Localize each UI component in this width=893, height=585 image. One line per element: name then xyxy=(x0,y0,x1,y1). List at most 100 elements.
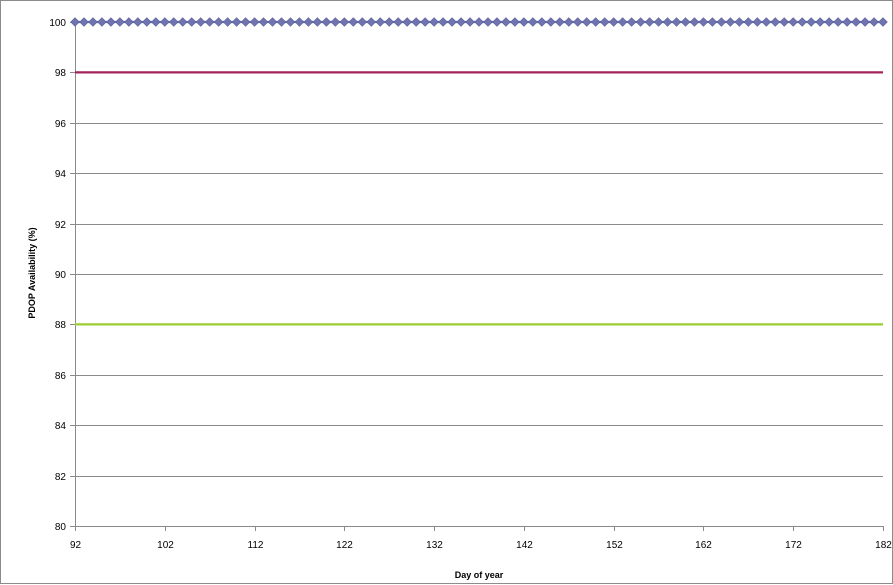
data-point xyxy=(142,17,152,27)
data-point xyxy=(797,17,807,27)
data-point xyxy=(734,17,745,27)
data-point xyxy=(590,17,601,27)
x-tick-label: 132 xyxy=(426,540,443,551)
data-point xyxy=(492,17,502,27)
data-point xyxy=(483,17,493,27)
data-point xyxy=(626,17,637,27)
data-point xyxy=(258,17,269,27)
y-tick-label: 82 xyxy=(55,472,67,483)
data-point xyxy=(779,17,789,27)
data-point xyxy=(267,17,278,27)
data-point xyxy=(617,17,628,27)
data-point xyxy=(465,17,475,27)
data-point xyxy=(195,17,206,27)
data-point xyxy=(375,17,385,27)
data-point xyxy=(70,17,80,27)
data-point xyxy=(635,17,646,27)
x-tick-label: 182 xyxy=(875,540,892,551)
data-point xyxy=(240,17,251,27)
data-point xyxy=(186,17,197,27)
data-point xyxy=(339,17,350,27)
data-point xyxy=(653,17,664,27)
y-tick-label: 90 xyxy=(55,270,67,281)
data-point xyxy=(429,17,439,27)
y-tick-label: 84 xyxy=(55,421,67,432)
data-point xyxy=(169,17,179,27)
data-point xyxy=(456,17,466,27)
data-point xyxy=(474,17,484,27)
data-point xyxy=(555,17,565,27)
data-point xyxy=(115,17,125,27)
series xyxy=(70,17,888,326)
data-point xyxy=(860,17,870,27)
data-point xyxy=(213,17,224,27)
data-point xyxy=(743,17,754,27)
data-point xyxy=(303,17,314,27)
x-tick-label: 112 xyxy=(248,540,264,551)
data-point xyxy=(393,17,403,27)
data-point xyxy=(321,17,332,27)
data-point xyxy=(124,17,134,27)
data-point xyxy=(815,17,825,27)
y-tick-label: 86 xyxy=(55,371,67,382)
data-point xyxy=(447,17,457,27)
data-point xyxy=(662,17,673,27)
data-point xyxy=(231,17,242,27)
x-tick-label: 102 xyxy=(157,540,174,551)
y-axis-title: PDOP Availability (%) xyxy=(27,227,37,318)
series-0 xyxy=(70,17,888,27)
gridlines xyxy=(75,22,883,527)
data-point xyxy=(573,17,583,27)
data-point xyxy=(249,17,260,27)
data-point xyxy=(707,17,718,27)
axes xyxy=(70,22,884,531)
data-point xyxy=(564,17,574,27)
y-tick-label: 94 xyxy=(55,169,67,180)
data-point xyxy=(420,17,430,27)
data-point xyxy=(599,17,610,27)
data-point xyxy=(806,17,816,27)
data-point xyxy=(716,17,727,27)
y-tick-label: 80 xyxy=(55,522,67,533)
data-point xyxy=(644,17,655,27)
data-point xyxy=(869,17,879,27)
data-point xyxy=(357,17,368,27)
y-tick-label: 98 xyxy=(55,68,67,79)
data-point xyxy=(348,17,359,27)
data-point xyxy=(88,17,98,27)
data-point xyxy=(276,17,287,27)
data-point xyxy=(160,17,170,27)
data-point xyxy=(285,17,296,27)
data-point xyxy=(384,17,394,27)
data-point xyxy=(824,17,834,27)
y-tick-label: 92 xyxy=(55,220,67,231)
data-point xyxy=(133,17,143,27)
data-point xyxy=(97,17,107,27)
data-point xyxy=(294,17,305,27)
data-point xyxy=(833,17,843,27)
data-point xyxy=(851,17,861,27)
data-point xyxy=(312,17,323,27)
data-point xyxy=(528,17,538,27)
data-point xyxy=(546,17,556,27)
x-tick-label: 142 xyxy=(516,540,533,551)
data-point xyxy=(510,17,520,27)
data-point xyxy=(151,17,161,27)
data-point xyxy=(725,17,736,27)
data-point xyxy=(878,17,888,27)
x-tick-label: 152 xyxy=(606,540,623,551)
data-point xyxy=(842,17,852,27)
data-point xyxy=(788,17,798,27)
y-tick-label: 96 xyxy=(55,119,67,130)
data-point xyxy=(330,17,341,27)
data-point xyxy=(608,17,619,27)
x-tick-label: 92 xyxy=(70,540,82,551)
data-point xyxy=(106,17,116,27)
x-tick-label: 172 xyxy=(785,540,802,551)
y-tick-label: 100 xyxy=(49,18,66,29)
data-point xyxy=(752,17,763,27)
data-point xyxy=(671,17,682,27)
data-point xyxy=(680,17,691,27)
